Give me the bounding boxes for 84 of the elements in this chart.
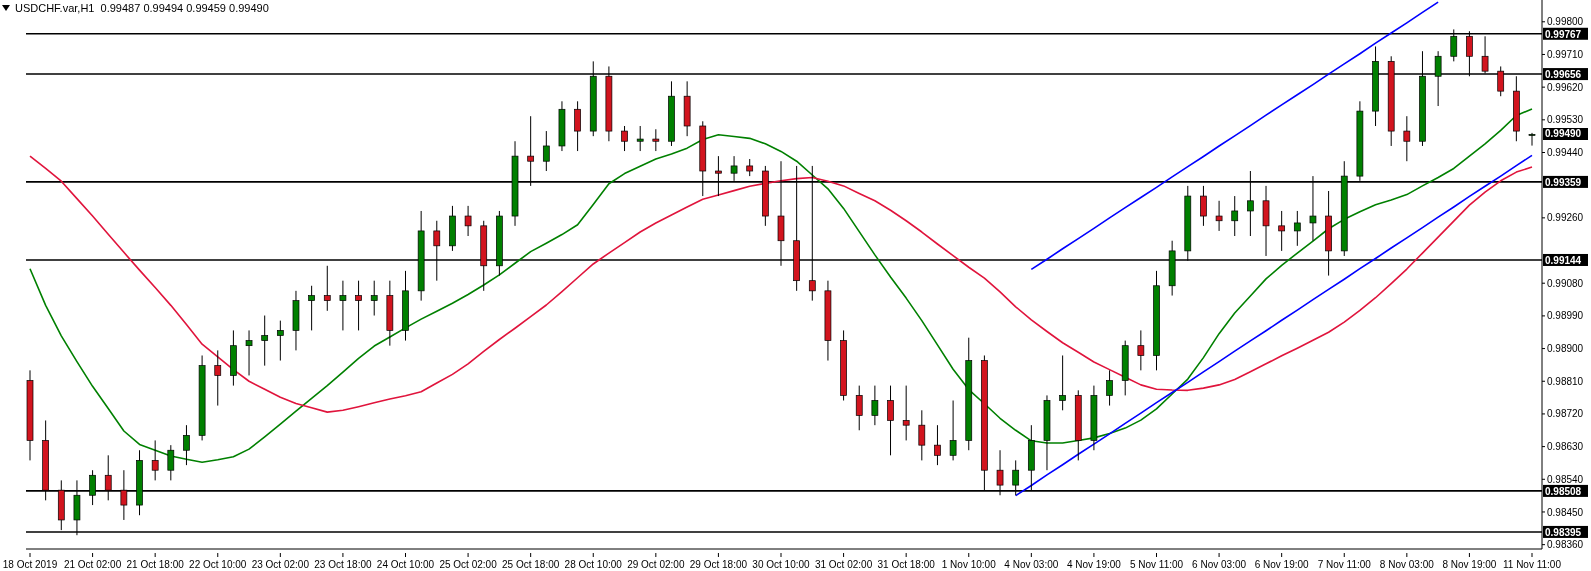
x-tick-label: 28 Oct 10:00 [564,559,623,570]
candlestick [621,125,628,152]
candlestick [902,385,910,441]
candlestick [1059,354,1066,411]
y-tick-label: 0.99530 [1547,114,1584,126]
candlestick [214,349,222,407]
ref-line-label: 0.99656 [1545,69,1582,81]
candlestick [542,130,550,172]
line-series [1030,1,1439,271]
y-tick-label: 0.99620 [1547,81,1584,93]
candlestick [918,409,926,461]
ref-line-label: 0.98395 [1545,526,1582,538]
x-tick-label: 23 Oct 18:00 [314,559,372,570]
candlestick [887,385,894,456]
y-tick-label: 0.98900 [1547,343,1584,355]
x-tick-label: 29 Oct 02:00 [627,559,685,570]
candlestick [370,280,378,317]
x-tick-label: 29 Oct 18:00 [689,559,748,570]
candlestick [339,280,347,331]
candlestick [1106,369,1113,407]
ref-line-label: 0.98508 [1545,485,1582,497]
candlestick [1215,200,1223,232]
y-tick-label: 0.98360 [1547,539,1584,551]
x-tick-label: 5 Nov 11:00 [1129,559,1184,570]
y-tick-label: 0.98720 [1547,408,1584,420]
ref-line-label: 0.99144 [1545,254,1582,266]
y-tick-label: 0.99710 [1547,49,1584,61]
candlestick [1528,132,1536,147]
x-tick-label: 21 Oct 18:00 [126,559,185,570]
candlestick [1231,195,1239,237]
candlestick [355,280,362,331]
x-tick-label: 25 Oct 02:00 [439,559,498,570]
x-tick-label: 6 Nov 03:00 [1192,559,1247,570]
text: 0.99490 [1543,128,1588,141]
candlestick [464,205,472,237]
candlestick [652,128,660,152]
x-tick-label: 11 Nov 11:00 [1502,559,1562,570]
candlestick [871,385,879,426]
candlestick [1293,210,1301,247]
x-tick-label: 8 Nov 03:00 [1379,559,1435,570]
candlestick [151,439,159,481]
candlestick [636,125,644,152]
line-series [29,155,1533,413]
x-tick-label: 25 Oct 18:00 [502,559,560,570]
candlestick [934,424,941,466]
candlestick [855,385,863,431]
y-tick-label: 0.99260 [1547,212,1584,224]
y-tick-label: 0.99800 [1547,16,1584,28]
x-tick-label: 21 Oct 02:00 [63,559,122,570]
ref-line-label: 0.99359 [1545,176,1582,188]
y-tick-label: 0.98810 [1547,375,1584,387]
candlestick [308,285,315,331]
candlestick [276,320,284,362]
chart-title: USDCHF.var,H1 0.99487 0.99494 0.99459 0.99490 [15,2,269,14]
x-tick-label: 30 Oct 10:00 [752,559,811,570]
candlestick [1403,115,1411,162]
x-tick-label: 18 Oct 2019 [2,559,58,570]
candlestick [1137,329,1145,371]
y-tick-label: 0.98450 [1547,506,1584,518]
y-tick-label: 0.98990 [1547,310,1584,322]
x-tick-label: 4 Nov 03:00 [1004,559,1059,570]
y-tick-label: 0.98540 [1547,473,1584,485]
x-tick-label: 24 Oct 10:00 [376,559,435,570]
candlestick [1200,185,1207,227]
x-tick-label: 8 Nov 19:00 [1442,559,1497,570]
x-tick-label: 22 Oct 10:00 [189,559,247,570]
candlestick [261,315,269,367]
y-tick-label: 0.98630 [1547,441,1584,453]
candlestick [245,329,253,376]
x-tick-label: 31 Oct 18:00 [877,559,936,570]
candlestick [574,100,581,152]
y-tick-label: 0.99440 [1547,147,1584,159]
x-tick-label: 7 Nov 11:00 [1317,559,1372,570]
candlestick [1278,210,1286,252]
candlestick [949,399,957,461]
x-tick-label: 1 Nov 10:00 [941,559,997,570]
line-series [1014,154,1533,497]
x-tick-label: 31 Oct 02:00 [814,559,873,570]
y-tick-label: 0.99080 [1547,277,1584,289]
x-tick-label: 23 Oct 02:00 [251,559,310,570]
candlestick [323,265,331,312]
x-tick-label: 4 Nov 19:00 [1066,559,1122,570]
x-tick-label: 6 Nov 19:00 [1254,559,1310,570]
ref-line-label: 0.99767 [1545,28,1582,40]
